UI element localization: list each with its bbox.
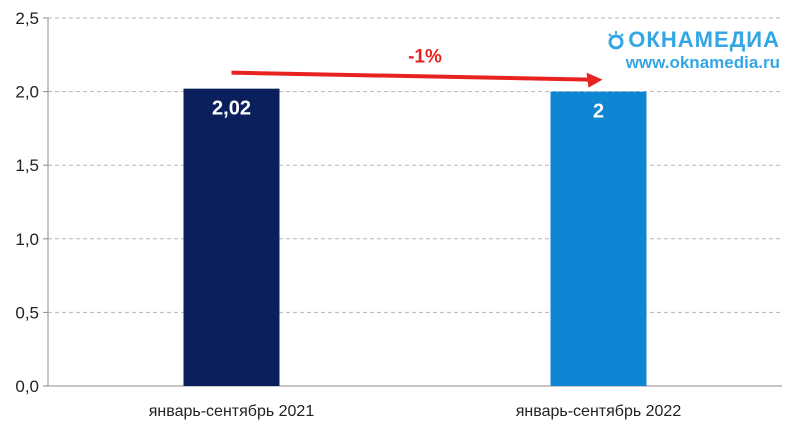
watermark-brand: ОКНАМЕДИА (628, 27, 780, 52)
y-tick-label: 0,5 (15, 303, 39, 322)
bar-value-label: 2,02 (212, 98, 251, 120)
sun-icon (608, 31, 625, 50)
y-tick-label: 0,0 (15, 377, 39, 396)
category-labels: январь-сентябрь 2021 январь-сентябрь 2022 (149, 403, 682, 420)
axes (47, 18, 782, 387)
change-annotation: -1% (231, 47, 603, 88)
category-label: январь-сентябрь 2021 (149, 403, 315, 420)
y-tick-label: 2,5 (15, 9, 39, 28)
change-arrow-line (231, 70, 591, 82)
bars (183, 88, 647, 386)
bar-value-labels: 2,02 2 (212, 98, 604, 123)
bar (183, 88, 280, 386)
change-percent-label: -1% (408, 47, 442, 68)
change-arrow-head (586, 72, 603, 88)
watermark: ОКНАМЕДИА www.oknamedia.ru (606, 28, 780, 74)
y-tick-label: 2,0 (15, 83, 39, 102)
bar (550, 91, 647, 386)
y-tick-label: 1,0 (15, 230, 39, 249)
category-label: январь-сентябрь 2022 (516, 403, 682, 420)
y-tick-label: 1,5 (15, 156, 39, 175)
watermark-url: www.oknamedia.ru (625, 53, 780, 72)
y-axis-ticks: 0,0 0,5 1,0 1,5 2,0 2,5 (15, 9, 48, 396)
watermark-logo: ОКНАМЕДИА (606, 28, 780, 52)
grid-lines (48, 17, 782, 313)
bar-value-label: 2 (593, 101, 604, 123)
